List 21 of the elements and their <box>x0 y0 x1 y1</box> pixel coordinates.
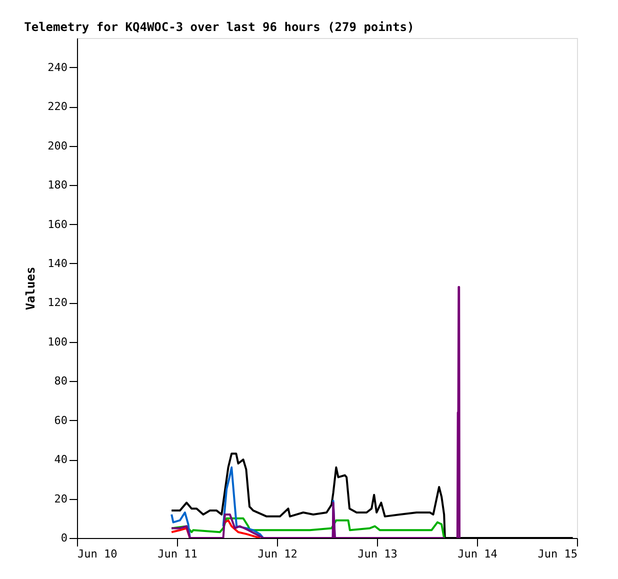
y-tick-label: 0 <box>60 532 68 544</box>
y-tick-label: 120 <box>48 296 68 310</box>
y-tick-label: 80 <box>54 374 68 388</box>
x-tick-label: Jun 14 <box>458 548 498 560</box>
x-tick-label: Jun 13 <box>358 548 398 560</box>
y-tick-label: 180 <box>48 178 68 192</box>
x-tick-label: Jun 15 <box>538 548 578 560</box>
y-tick-label: 220 <box>48 100 68 114</box>
chart-title: Telemetry for KQ4WOC-3 over last 96 hours (279 points) <box>24 20 414 34</box>
y-tick-label: 160 <box>48 218 68 231</box>
y-tick-label: 60 <box>54 414 68 427</box>
y-tick-label: 40 <box>54 453 68 466</box>
y-tick-label: 200 <box>48 139 68 152</box>
x-tick-label: Jun 12 <box>258 548 298 560</box>
y-axis-title: Values <box>24 266 38 310</box>
y-tick-label: 140 <box>48 256 68 270</box>
x-tick-label: Jun 11 <box>158 548 198 560</box>
y-tick-label: 100 <box>48 335 68 348</box>
y-tick-label: 240 <box>48 60 68 74</box>
y-tick-label: 20 <box>54 492 68 506</box>
x-tick-label: Jun 10 <box>78 548 118 560</box>
